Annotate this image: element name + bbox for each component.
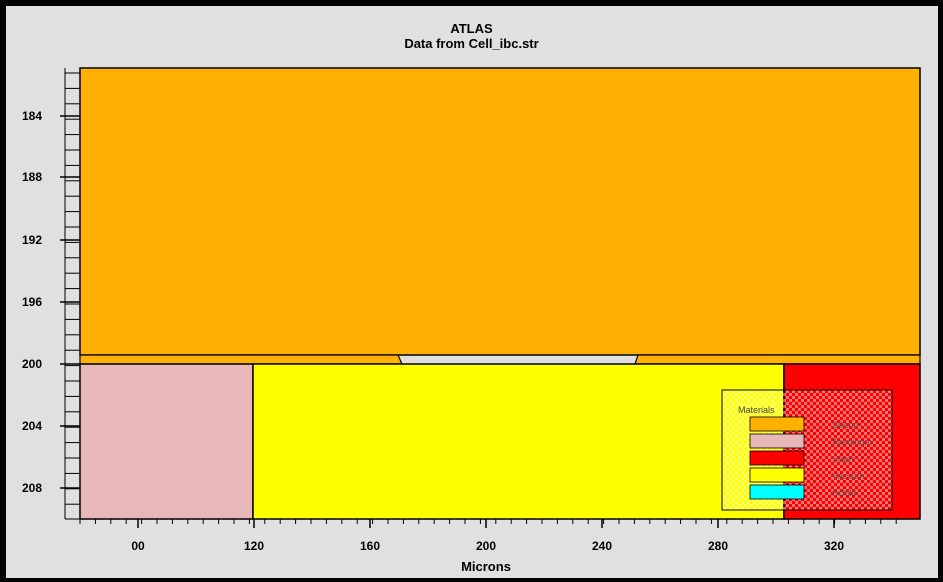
y-tick-label: 208 bbox=[22, 481, 42, 495]
y-tick-label: 204 bbox=[22, 419, 42, 433]
materials-legend: Materials Silicon Aluminum Silver Vacuum Si3N… bbox=[721, 389, 893, 511]
axes: 184 188 192 196 200 204 208 00 120 160 200 240 280 32… bbox=[22, 68, 920, 574]
legend-label: Aluminum bbox=[832, 437, 872, 447]
silicon-ledge-left bbox=[79, 354, 403, 365]
y-tick-label: 184 bbox=[22, 109, 42, 123]
y-tick-label: 192 bbox=[22, 233, 42, 247]
x-tick-label: 240 bbox=[592, 539, 612, 553]
legend-label: Silicon bbox=[832, 420, 859, 430]
legend-title: Materials bbox=[738, 405, 775, 415]
legend-swatch bbox=[749, 416, 805, 432]
legend-swatch bbox=[749, 484, 805, 500]
y-tick-label: 200 bbox=[22, 357, 42, 371]
plot-title: ATLAS bbox=[450, 21, 493, 36]
y-tick-label: 196 bbox=[22, 295, 42, 309]
silicon-region bbox=[79, 67, 921, 356]
legend-label: Vacuum bbox=[832, 471, 864, 481]
legend-swatch bbox=[749, 450, 805, 466]
legend-label: Si3N4 bbox=[832, 488, 857, 498]
plot-subtitle: Data from Cell_ibc.str bbox=[404, 36, 539, 51]
y-tick-label: 188 bbox=[22, 170, 42, 184]
legend-swatch bbox=[749, 433, 805, 449]
silicon-ledge-right bbox=[634, 354, 921, 365]
x-tick-label: 320 bbox=[824, 539, 844, 553]
x-tick-label: 120 bbox=[244, 539, 264, 553]
x-tick-label: 280 bbox=[708, 539, 728, 553]
x-tick-label: 200 bbox=[476, 539, 496, 553]
aluminum-region bbox=[79, 363, 254, 520]
x-tick-label: 00 bbox=[131, 539, 145, 553]
x-axis-label: Microns bbox=[461, 559, 511, 574]
x-tick-label: 160 bbox=[360, 539, 380, 553]
legend-swatch bbox=[749, 467, 805, 483]
vacuum-region bbox=[252, 363, 785, 520]
regions-layer bbox=[79, 67, 921, 520]
legend-label: Silver bbox=[832, 454, 855, 464]
